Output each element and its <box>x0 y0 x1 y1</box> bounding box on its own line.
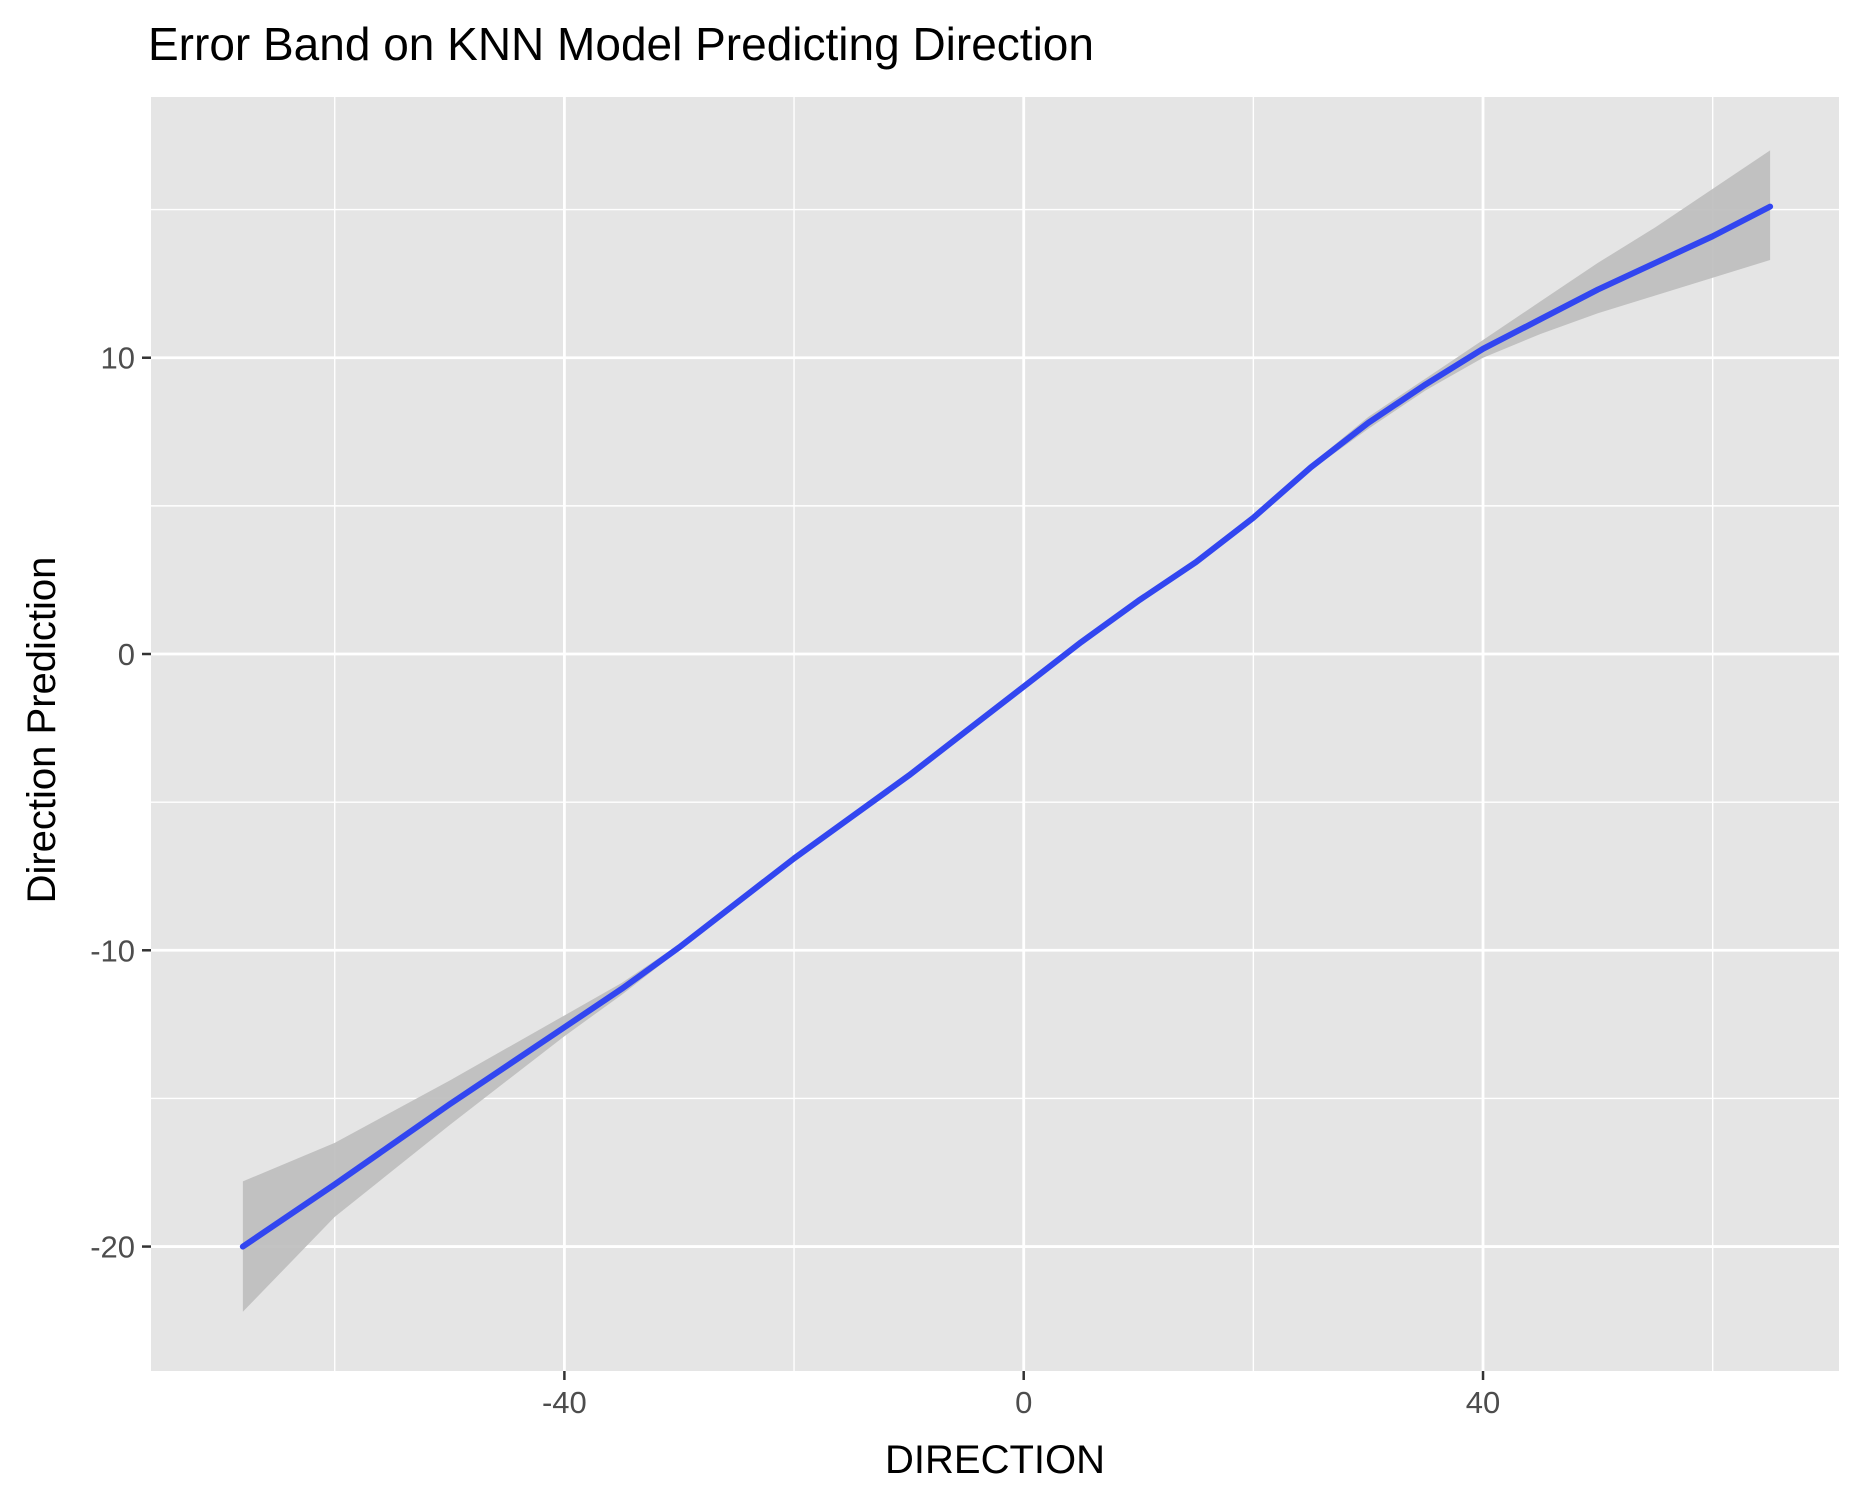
x-tick-label: -40 <box>542 1385 587 1420</box>
y-tick-label: 10 <box>101 341 135 376</box>
x-tick-label: 40 <box>1466 1385 1500 1420</box>
x-axis-label: DIRECTION <box>885 1438 1105 1482</box>
series-line <box>239 203 1774 1250</box>
y-tick-label: 0 <box>118 637 135 672</box>
y-axis-label: Direction Prediction <box>20 557 64 904</box>
x-axis: -40 0 40 <box>542 1371 1500 1420</box>
y-tick-label: -10 <box>90 933 135 968</box>
y-axis: -20 -10 0 10 <box>90 341 151 1265</box>
chart-title: Error Band on KNN Model Predicting Direc… <box>148 18 1094 70</box>
error-band <box>242 150 1771 1312</box>
x-tick-label: 0 <box>1015 1385 1032 1420</box>
y-tick-label: -20 <box>90 1230 135 1265</box>
plot-panel <box>151 97 1839 1371</box>
